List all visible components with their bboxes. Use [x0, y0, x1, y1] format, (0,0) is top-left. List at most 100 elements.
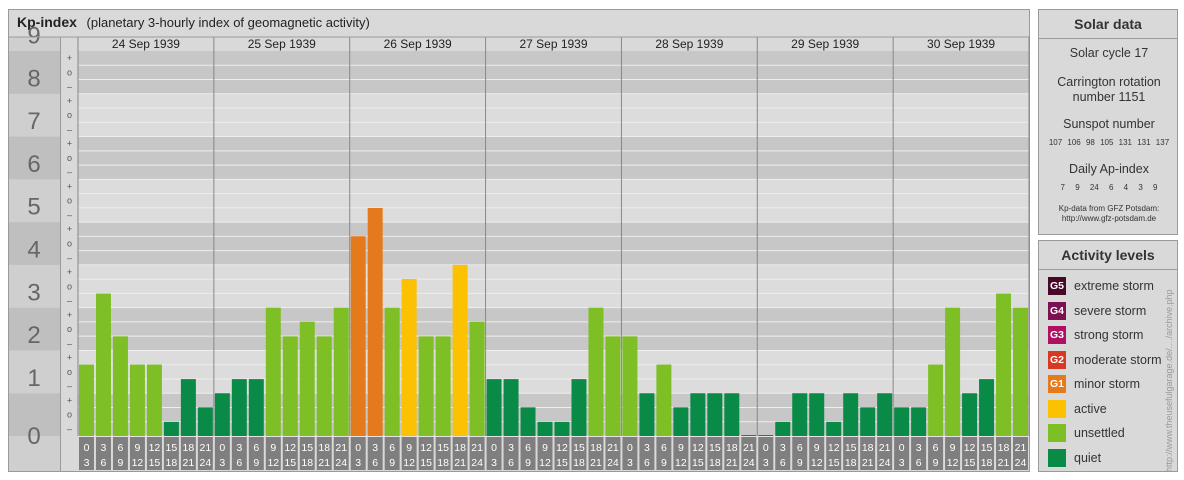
interval-box — [843, 437, 859, 470]
interval-start-label: 21 — [879, 442, 891, 454]
y-tick-label: 2 — [27, 322, 40, 349]
kp-bar — [775, 421, 791, 436]
interval-box — [690, 437, 706, 470]
activity-level-label: active — [1074, 401, 1107, 416]
minor-tick-label: o — [67, 153, 72, 163]
interval-box — [112, 437, 128, 470]
minor-tick-label: o — [67, 281, 72, 291]
y-tick-band — [9, 350, 60, 394]
interval-start-label: 15 — [845, 442, 857, 454]
activity-level-item: unsettled — [1048, 424, 1125, 442]
kp-bar — [911, 407, 927, 436]
interval-start-label: 12 — [556, 442, 568, 454]
interval-end-label: 3 — [219, 457, 225, 469]
kp-bar — [299, 321, 315, 436]
interval-end-label: 12 — [132, 457, 144, 469]
kp-bar — [367, 207, 383, 436]
minor-tick-label: + — [67, 224, 72, 234]
kp-bar — [605, 336, 621, 436]
interval-start-label: 0 — [627, 442, 633, 454]
activity-level-item: quiet — [1048, 448, 1101, 467]
interval-end-label: 6 — [916, 457, 922, 469]
interval-box — [163, 437, 179, 470]
interval-end-label: 15 — [149, 457, 161, 469]
interval-box — [197, 437, 213, 470]
kp-bar — [503, 379, 519, 436]
y-tick-label: 8 — [27, 65, 40, 92]
interval-start-label: 21 — [743, 442, 755, 454]
ap-label: Daily Ap-index — [1069, 162, 1149, 176]
interval-end-label: 6 — [644, 457, 650, 469]
plot-band — [78, 264, 1029, 308]
interval-box — [503, 437, 519, 470]
interval-start-label: 6 — [118, 442, 124, 454]
interval-box — [316, 437, 332, 470]
interval-box — [962, 437, 978, 470]
minor-tick-label: – — [67, 253, 72, 263]
interval-end-label: 12 — [267, 457, 279, 469]
kp-bar — [537, 421, 553, 436]
interval-end-label: 3 — [627, 457, 633, 469]
y-tick-band — [9, 393, 60, 436]
interval-box — [537, 437, 553, 470]
kp-bar — [673, 407, 689, 436]
y-tick-label: 1 — [27, 365, 40, 392]
activity-level-item: active — [1048, 399, 1107, 418]
minor-tick-label: – — [67, 338, 72, 348]
interval-box — [928, 437, 944, 470]
kp-bar — [146, 364, 162, 436]
day-label: 25 Sep 1939 — [248, 37, 316, 51]
interval-end-label: 6 — [372, 457, 378, 469]
interval-end-label: 6 — [508, 457, 514, 469]
activity-levels-panel: Activity levels G5 extreme storm G4 severe … — [1038, 240, 1178, 472]
kp-bar — [741, 435, 757, 436]
interval-end-label: 21 — [862, 457, 874, 469]
plot-band — [78, 307, 1029, 351]
minor-tick-label: o — [67, 367, 72, 377]
interval-end-label: 21 — [454, 457, 466, 469]
interval-box — [282, 437, 298, 470]
plot-band — [78, 350, 1029, 394]
minor-tick-label: – — [67, 82, 72, 92]
interval-start-label: 3 — [644, 442, 650, 454]
interval-start-label: 3 — [101, 442, 107, 454]
interval-start-label: 0 — [491, 442, 497, 454]
interval-end-label: 18 — [166, 457, 178, 469]
carrington-line-1: Carrington rotation — [1057, 75, 1161, 89]
activity-level-swatch: G3 — [1048, 326, 1066, 344]
kp-bar — [928, 364, 944, 436]
interval-box — [945, 437, 961, 470]
interval-end-label: 12 — [947, 457, 959, 469]
kp-bar — [758, 435, 774, 436]
kp-bar — [282, 336, 298, 436]
activity-level-item: G5 extreme storm — [1048, 277, 1154, 295]
minor-tick-label: o — [67, 67, 72, 77]
interval-start-label: 9 — [406, 442, 412, 454]
interval-end-label: 6 — [780, 457, 786, 469]
y-tick-label: 5 — [27, 194, 40, 221]
interval-end-label: 12 — [539, 457, 551, 469]
kp-bar — [979, 379, 995, 436]
chart-subtitle: (planetary 3-hourly index of geomagnetic… — [86, 15, 370, 30]
minor-tick-label: – — [67, 210, 72, 220]
interval-end-label: 15 — [692, 457, 704, 469]
kp-bar — [435, 336, 451, 436]
interval-end-label: 24 — [335, 457, 347, 469]
interval-end-label: 18 — [981, 457, 993, 469]
interval-end-label: 24 — [471, 457, 483, 469]
minor-tick-label: + — [67, 181, 72, 191]
activity-level-label: moderate storm — [1074, 352, 1162, 367]
activity-level-swatch: G4 — [1048, 301, 1066, 320]
interval-start-label: 6 — [661, 442, 667, 454]
kp-bar — [418, 336, 434, 436]
interval-end-label: 9 — [118, 457, 124, 469]
interval-end-label: 12 — [675, 457, 687, 469]
minor-tick-label: + — [67, 139, 72, 149]
interval-box — [469, 437, 485, 470]
interval-end-label: 21 — [183, 457, 195, 469]
interval-end-label: 15 — [556, 457, 568, 469]
interval-start-label: 9 — [542, 442, 548, 454]
interval-box — [758, 437, 774, 470]
activity-level-label: strong storm — [1074, 328, 1144, 342]
